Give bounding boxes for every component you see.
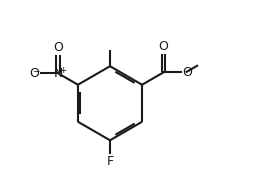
- Text: −: −: [31, 66, 39, 75]
- Text: F: F: [107, 155, 114, 168]
- Text: O: O: [53, 41, 63, 54]
- Text: O: O: [29, 67, 39, 80]
- Text: O: O: [158, 40, 168, 53]
- Text: +: +: [59, 66, 67, 75]
- Text: O: O: [182, 66, 192, 79]
- Text: N: N: [53, 67, 63, 80]
